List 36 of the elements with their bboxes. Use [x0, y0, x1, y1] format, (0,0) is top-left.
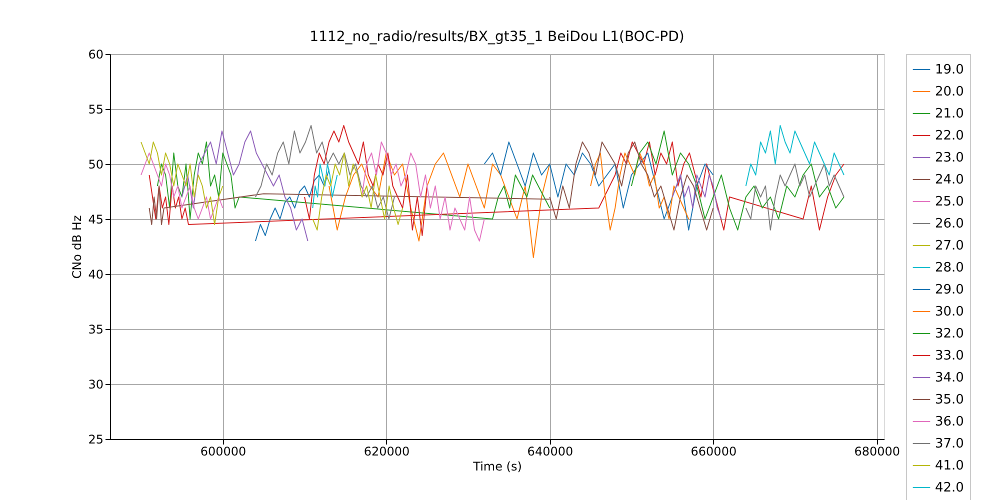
x-tick-label: 660000 — [690, 444, 737, 458]
legend-label: 30.0 — [935, 304, 964, 320]
legend-label: 42.0 — [935, 480, 964, 496]
legend-label: 33.0 — [935, 348, 964, 364]
legend-label: 27.0 — [935, 238, 964, 254]
x-tick-label: 640000 — [527, 444, 574, 458]
legend-label: 32.0 — [935, 326, 964, 342]
legend-label: 21.0 — [935, 106, 964, 122]
legend-label: 36.0 — [935, 414, 964, 430]
y-tick-label: 25 — [88, 432, 104, 446]
legend-label: 24.0 — [935, 172, 964, 188]
y-tick-label: 60 — [88, 48, 104, 62]
x-tick-label: 680000 — [854, 444, 900, 458]
legend-label: 35.0 — [935, 392, 964, 408]
y-tick-label: 45 — [88, 212, 104, 226]
chart-title: 1112_no_radio/results/BX_gt35_1 BeiDou L1(BOC-PD) — [310, 29, 684, 45]
y-tick-label: 50 — [88, 158, 104, 172]
y-tick-label: 40 — [88, 268, 104, 282]
legend-label: 34.0 — [935, 370, 964, 386]
legend-label: 23.0 — [935, 150, 964, 166]
legend-label: 37.0 — [935, 436, 964, 452]
legend-label: 20.0 — [935, 84, 964, 100]
y-tick-label: 35 — [88, 322, 104, 336]
y-axis-title: CNo dB Hz — [70, 215, 84, 279]
legend-label: 19.0 — [935, 62, 964, 78]
legend-label: 29.0 — [935, 282, 964, 298]
x-axis-title: Time (s) — [472, 460, 522, 474]
x-tick-label: 620000 — [364, 444, 410, 458]
y-tick-label: 30 — [88, 378, 104, 392]
legend-label: 25.0 — [935, 194, 964, 210]
legend-label: 26.0 — [935, 216, 964, 232]
x-tick-label: 600000 — [200, 444, 246, 458]
y-tick-label: 55 — [88, 102, 104, 116]
legend-label: 28.0 — [935, 260, 964, 276]
legend-label: 41.0 — [935, 458, 964, 474]
legend-label: 22.0 — [935, 128, 964, 144]
